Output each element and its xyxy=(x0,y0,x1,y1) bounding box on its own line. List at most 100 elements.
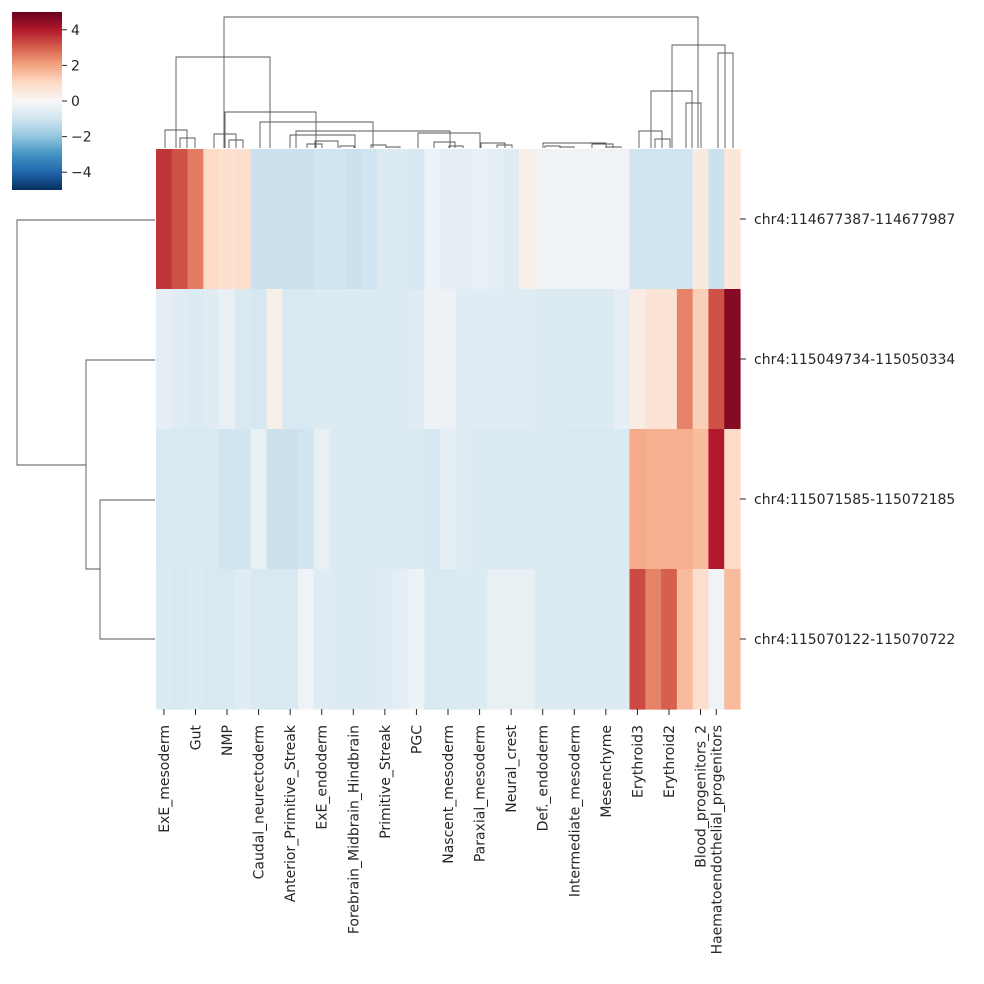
row-label: chr4:115049734-115050334 xyxy=(754,352,955,368)
heatmap-cell xyxy=(455,569,473,710)
heatmap-cell xyxy=(724,429,741,570)
heatmap-cell xyxy=(519,429,536,570)
colorbar-gradient xyxy=(12,12,62,190)
colorbar-tick-label: 4 xyxy=(71,23,80,39)
col-dendro-mid6 xyxy=(370,144,387,148)
heatmap-cell xyxy=(629,289,646,430)
heatmap-cell xyxy=(487,149,504,290)
col-dendro-mid xyxy=(259,121,374,148)
col-dendro-root xyxy=(223,16,699,148)
heatmap-cell xyxy=(329,149,346,290)
heatmap-cell xyxy=(171,149,189,290)
heatmap-cell xyxy=(250,289,268,430)
col-dendro-blood2 xyxy=(638,130,663,148)
heatmap-cell xyxy=(313,569,331,710)
heatmap-cell xyxy=(313,149,331,290)
heatmap-cell xyxy=(392,569,410,710)
heatmap-cell xyxy=(692,429,710,570)
col-dendro-blood1 xyxy=(650,90,693,148)
heatmap-cell xyxy=(187,429,204,570)
heatmap-cell xyxy=(361,289,378,430)
heatmap-cell xyxy=(503,149,520,290)
heatmap-cell xyxy=(503,429,520,570)
row-dendro-low xyxy=(99,499,155,640)
heatmap-cell xyxy=(156,429,173,570)
heatmap-cell xyxy=(597,569,615,710)
heatmap-cell xyxy=(519,149,536,290)
heatmap-cell xyxy=(392,289,410,430)
heatmap-cell xyxy=(550,149,567,290)
heatmap-cell xyxy=(550,569,567,710)
heatmap-cell xyxy=(203,289,220,430)
heatmap-cell xyxy=(203,429,220,570)
heatmap-cell xyxy=(250,429,268,570)
col-dendro-blood5 xyxy=(717,52,734,148)
heatmap-cell xyxy=(676,569,694,710)
heatmap-cell xyxy=(692,289,710,430)
heatmap-cell xyxy=(171,429,189,570)
row-dendro-mid xyxy=(85,359,155,570)
column-label: Blood_progenitors_2 xyxy=(694,725,710,868)
col-dendro-mid4 xyxy=(314,140,339,148)
heatmap-cell xyxy=(487,429,504,570)
heatmap-cell xyxy=(392,149,410,290)
heatmap-cell xyxy=(676,289,694,430)
heatmap-cell xyxy=(645,569,662,710)
heatmap-cell xyxy=(234,569,252,710)
heatmap-cell xyxy=(156,289,173,430)
col-dendro-left-b xyxy=(224,111,317,148)
column-label: ExE_endoderm xyxy=(315,725,331,830)
heatmap-cell xyxy=(519,289,536,430)
colorbar-tick-label: 0 xyxy=(71,94,80,110)
heatmap-cell xyxy=(187,289,204,430)
heatmap-cell xyxy=(471,569,489,710)
row-dendrogram xyxy=(16,219,155,640)
heatmap-cell xyxy=(455,429,473,570)
heatmap-cell xyxy=(550,289,567,430)
heatmap-cell xyxy=(408,149,425,290)
heatmap-cell xyxy=(250,149,268,290)
col-dendro-mid1 xyxy=(289,134,356,148)
col-dendro-right-d xyxy=(542,142,607,148)
heatmap-cell xyxy=(708,569,725,710)
heatmap-cell xyxy=(724,569,741,710)
col-dendro-mid2 xyxy=(295,130,451,148)
col-dendro-right-d4 xyxy=(605,146,622,148)
heatmap-cell xyxy=(298,429,315,570)
heatmap-cell xyxy=(676,149,694,290)
col-dendro-blood-root xyxy=(671,44,726,148)
heatmap-cell xyxy=(534,569,552,710)
heatmap-cell xyxy=(298,569,315,710)
heatmap-cell xyxy=(471,149,489,290)
colorbar-tick-label: 2 xyxy=(71,58,80,74)
col-dendro-right-d1 xyxy=(544,145,561,148)
heatmap-cell xyxy=(219,429,236,570)
heatmap-cell xyxy=(661,149,678,290)
heatmap-cell xyxy=(440,569,457,710)
heatmap-cell xyxy=(187,149,204,290)
heatmap-cell xyxy=(171,569,189,710)
heatmap-cell xyxy=(345,429,362,570)
column-label: Primitive_Streak xyxy=(378,724,394,839)
heatmap-cell xyxy=(345,149,362,290)
heatmap-cell xyxy=(692,569,710,710)
heatmap-cell xyxy=(471,429,489,570)
heatmap-cell xyxy=(219,289,236,430)
heatmap-cell xyxy=(329,569,346,710)
heatmap-cell xyxy=(597,429,615,570)
heatmap-cell xyxy=(613,289,631,430)
col-dendro-right-c1 xyxy=(433,141,456,148)
heatmap-cell xyxy=(708,149,725,290)
heatmap-cell xyxy=(582,429,599,570)
heatmap-cell xyxy=(361,149,378,290)
heatmap-cell xyxy=(171,289,189,430)
column-label: Paraxial_mesoderm xyxy=(473,725,489,862)
heatmap-cell xyxy=(376,149,394,290)
col-dendro-right-c xyxy=(417,132,481,148)
heatmap-cell xyxy=(282,149,299,290)
column-label: Mesenchyme xyxy=(599,725,615,818)
heatmap-cell xyxy=(613,149,631,290)
heatmap-cell xyxy=(376,289,394,430)
col-dendro-right-c2 xyxy=(448,145,464,148)
column-dendrogram xyxy=(164,16,734,148)
